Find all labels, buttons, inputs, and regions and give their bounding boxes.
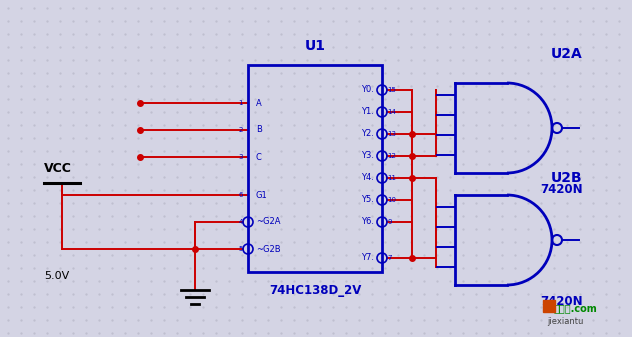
- Text: 2: 2: [239, 127, 243, 133]
- Bar: [248, 65, 382, 272]
- Text: 12: 12: [387, 153, 396, 159]
- Text: 7420N: 7420N: [541, 295, 583, 308]
- Text: 14: 14: [387, 109, 396, 115]
- Text: VCC: VCC: [44, 162, 72, 176]
- Text: 10: 10: [387, 197, 396, 203]
- Text: Y0.: Y0.: [361, 86, 374, 94]
- Text: 74HC138D_2V: 74HC138D_2V: [269, 284, 361, 297]
- Text: Y7.: Y7.: [361, 253, 374, 263]
- Text: 15: 15: [387, 87, 396, 93]
- Text: 5.0V: 5.0V: [44, 271, 70, 281]
- Text: 1: 1: [238, 100, 243, 106]
- Text: jiexiantu: jiexiantu: [547, 317, 583, 327]
- Text: U1: U1: [305, 39, 325, 53]
- Text: 6: 6: [238, 192, 243, 198]
- Text: B: B: [256, 125, 262, 134]
- Text: Y2.: Y2.: [361, 129, 374, 139]
- Text: C: C: [256, 153, 262, 161]
- Text: 接线图.com: 接线图.com: [553, 303, 597, 313]
- Text: Y1.: Y1.: [361, 108, 374, 117]
- Text: 5: 5: [239, 246, 243, 252]
- Text: 9: 9: [387, 219, 391, 225]
- Text: Y6.: Y6.: [361, 217, 374, 226]
- Text: U2B: U2B: [551, 171, 583, 185]
- Text: A: A: [256, 98, 262, 108]
- Text: 4: 4: [239, 219, 243, 225]
- Bar: [543, 300, 555, 312]
- Text: Y4.: Y4.: [361, 174, 374, 183]
- Text: 3: 3: [238, 154, 243, 160]
- Text: 13: 13: [387, 131, 396, 137]
- Text: ~G2A: ~G2A: [256, 217, 281, 226]
- Text: Y5.: Y5.: [361, 195, 374, 205]
- Text: Y3.: Y3.: [361, 152, 374, 160]
- Text: G1: G1: [256, 190, 268, 200]
- Text: U2A: U2A: [551, 47, 583, 61]
- Text: 11: 11: [387, 175, 396, 181]
- Text: 7: 7: [387, 255, 391, 261]
- Text: ~G2B: ~G2B: [256, 245, 281, 253]
- Text: 7420N: 7420N: [541, 183, 583, 196]
